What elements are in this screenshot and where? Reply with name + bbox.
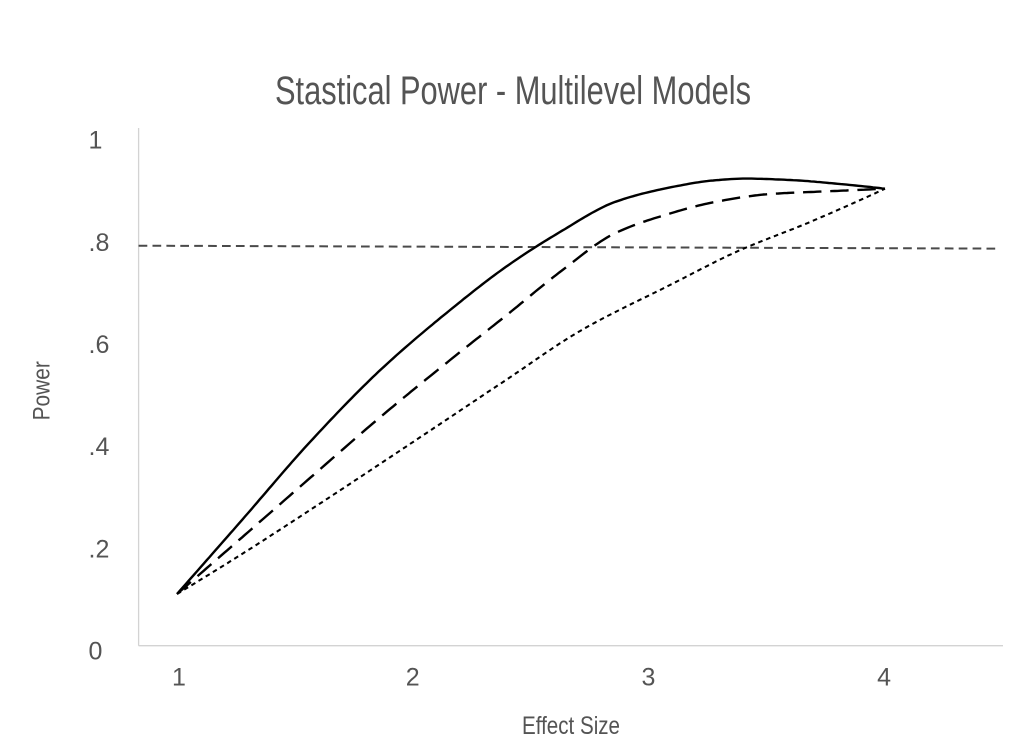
svg-text:0: 0 (89, 638, 103, 666)
svg-text:Stastical Power - Multilevel M: Stastical Power - Multilevel Models (275, 69, 751, 113)
svg-text:Power: Power (28, 361, 55, 420)
svg-text:1: 1 (172, 663, 186, 691)
svg-text:.2: .2 (89, 535, 110, 563)
svg-text:4: 4 (877, 663, 891, 691)
svg-text:Effect Size: Effect Size (522, 712, 620, 740)
svg-text:2: 2 (406, 663, 420, 691)
svg-text:.8: .8 (89, 229, 110, 257)
svg-text:.6: .6 (89, 331, 110, 359)
svg-text:3: 3 (641, 663, 655, 691)
svg-text:1: 1 (89, 127, 103, 155)
svg-text:.4: .4 (89, 433, 110, 461)
